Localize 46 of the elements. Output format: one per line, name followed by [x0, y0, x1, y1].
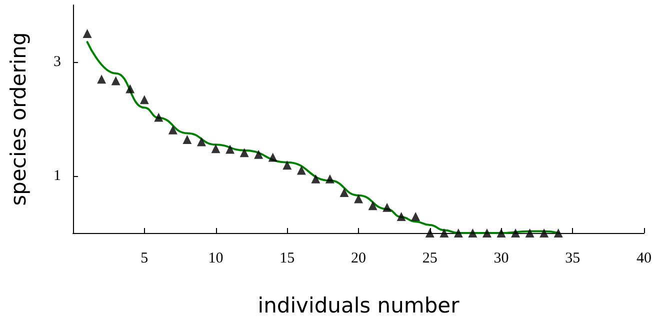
x-axis-title: individuals number	[258, 294, 460, 318]
x-tick-label: 5	[140, 250, 148, 266]
point	[97, 74, 106, 84]
point	[496, 228, 506, 238]
point	[311, 174, 320, 184]
point	[240, 148, 249, 158]
x-tick-label: 30	[494, 250, 509, 266]
point	[540, 228, 549, 238]
point	[268, 152, 278, 162]
point	[168, 125, 178, 134]
point	[82, 29, 92, 38]
x-tick-label: 40	[636, 250, 652, 266]
point	[382, 202, 392, 212]
point	[411, 212, 420, 221]
y-tick-label: 1	[54, 168, 61, 184]
point	[454, 228, 463, 238]
x-tick-label: 35	[565, 250, 580, 266]
point	[354, 194, 363, 204]
point	[296, 166, 306, 175]
point	[126, 84, 135, 94]
point	[525, 228, 534, 238]
point	[226, 144, 235, 154]
point	[440, 228, 449, 238]
point	[182, 135, 192, 144]
point	[196, 137, 206, 146]
point	[111, 76, 120, 86]
point	[468, 228, 478, 238]
point	[340, 188, 349, 198]
point	[154, 112, 164, 122]
y-axis-title: species ordering	[6, 32, 30, 206]
x-tick-label: 10	[208, 250, 224, 266]
point	[211, 144, 220, 154]
x-tick-label: 25	[422, 250, 438, 266]
point	[254, 150, 264, 159]
x-tick-label: 15	[280, 250, 295, 266]
point	[140, 95, 149, 104]
x-tick-label: 20	[351, 250, 366, 266]
point	[368, 201, 378, 210]
point	[325, 174, 334, 184]
point	[511, 228, 520, 238]
point	[554, 228, 563, 238]
point	[425, 228, 434, 238]
y-tick-label: 3	[54, 54, 61, 70]
point	[482, 228, 492, 238]
point	[396, 212, 406, 221]
point	[282, 160, 292, 170]
